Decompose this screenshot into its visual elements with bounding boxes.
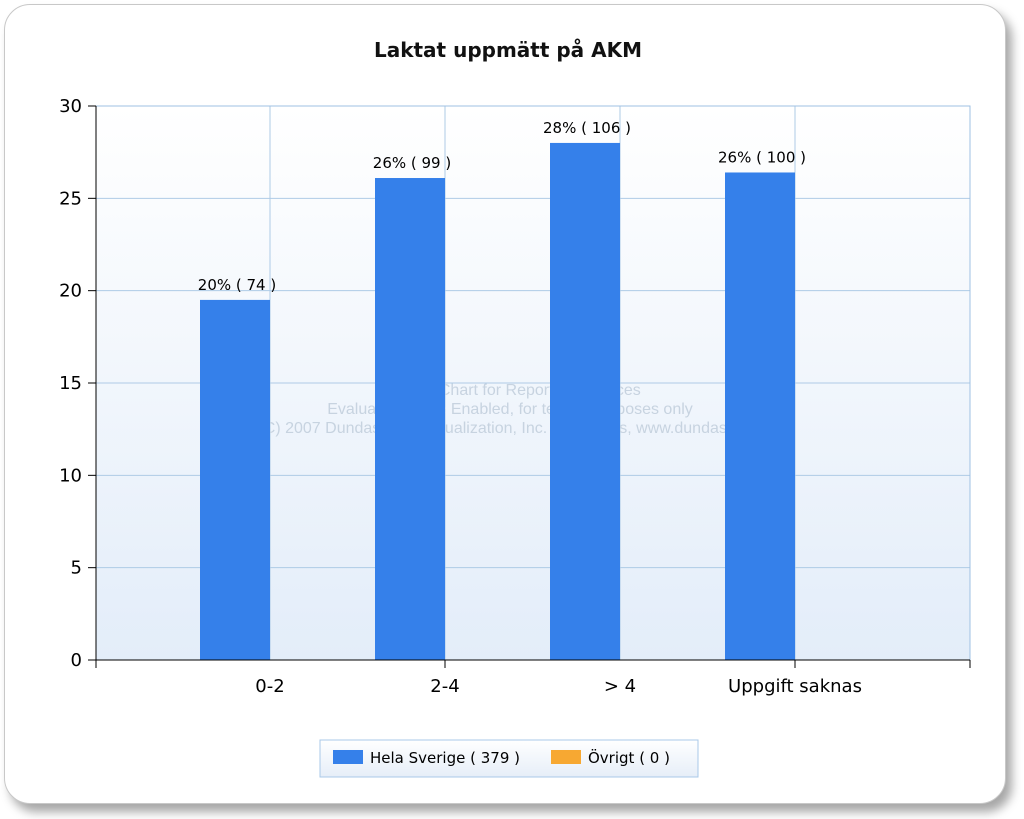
x-axis-ticks: 0-2 2-4 > 4 Uppgift saknas bbox=[95, 660, 971, 697]
data-label: 26% ( 100 ) bbox=[718, 148, 806, 166]
data-label: 20% ( 74 ) bbox=[198, 276, 276, 294]
y-tick-label: 20 bbox=[59, 281, 82, 302]
watermark-line: (C) 2007 Dundas Data Visualization, Inc.… bbox=[258, 420, 761, 437]
data-label: 28% ( 106 ) bbox=[543, 119, 631, 137]
x-tick-label: 2-4 bbox=[430, 676, 459, 697]
legend-box bbox=[319, 739, 699, 778]
bar-0-2 bbox=[200, 299, 270, 660]
legend-label: Hela Sverige ( 379 ) bbox=[370, 749, 520, 767]
x-tick-label: 0-2 bbox=[255, 676, 284, 697]
chart-title: Laktat uppmätt på AKM bbox=[374, 38, 642, 62]
bars bbox=[200, 142, 795, 661]
bar--4 bbox=[550, 142, 620, 660]
y-tick-label: 30 bbox=[59, 96, 82, 117]
legend-swatch bbox=[333, 750, 363, 764]
y-tick-label: 5 bbox=[71, 558, 82, 579]
bar-2-4 bbox=[375, 178, 445, 660]
y-tick-label: 0 bbox=[71, 650, 82, 671]
x-tick-label: Uppgift saknas bbox=[728, 676, 862, 697]
y-axis-ticks: 0 5 10 15 20 25 30 bbox=[59, 96, 96, 671]
legend: Hela Sverige ( 379 ) Övrigt ( 0 ) bbox=[319, 739, 699, 778]
bar-uppgift-saknas bbox=[725, 172, 795, 661]
data-labels: 20% ( 74 ) 26% ( 99 ) 28% ( 106 ) 26% ( 100… bbox=[198, 119, 806, 294]
legend-swatch bbox=[551, 750, 581, 764]
y-tick-label: 10 bbox=[59, 465, 82, 486]
legend-label: Övrigt ( 0 ) bbox=[588, 748, 670, 767]
y-tick-label: 15 bbox=[59, 373, 82, 394]
y-tick-label: 25 bbox=[59, 188, 82, 209]
x-tick-label: > 4 bbox=[604, 676, 636, 697]
data-label: 26% ( 99 ) bbox=[373, 154, 451, 172]
